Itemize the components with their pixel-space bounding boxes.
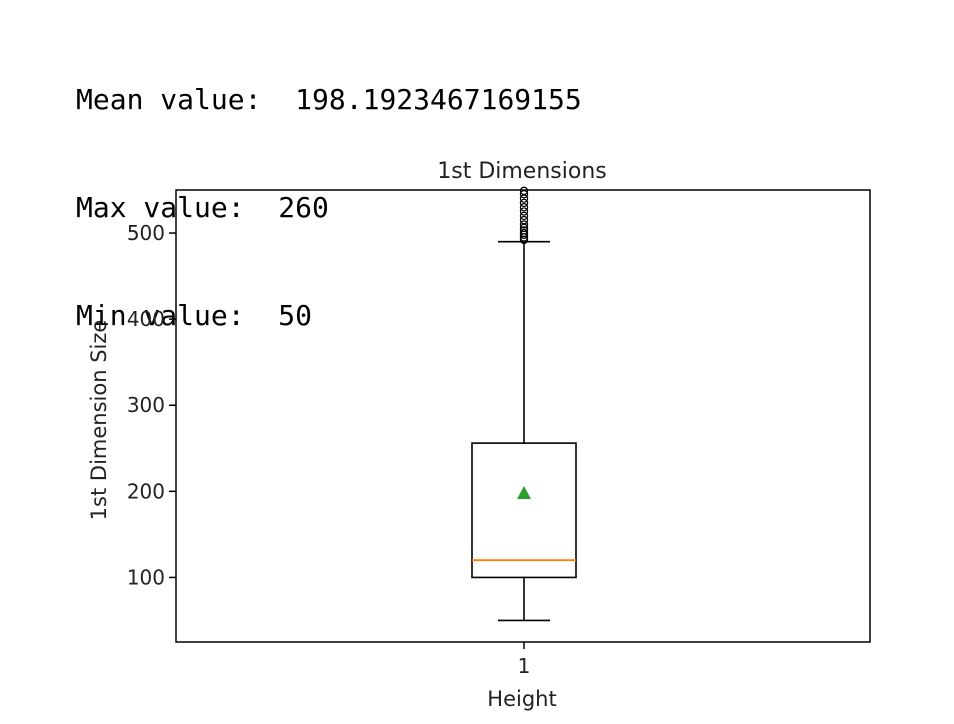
x-axis: 1 xyxy=(518,642,531,678)
outlier-point xyxy=(519,190,529,199)
iqr-box xyxy=(471,442,577,579)
x-axis-label: Height xyxy=(487,687,556,711)
x-tick-label: 1 xyxy=(518,654,531,678)
y-tick-label: 300 xyxy=(127,393,165,417)
mean-line: Mean value: 198.1923467169155 xyxy=(76,83,582,116)
outlier-point xyxy=(519,226,529,235)
y-tick-label: 500 xyxy=(127,221,165,245)
chart-title: 1st Dimensions xyxy=(437,159,606,184)
output-text: Mean value: 198.1923467169155 Max value:… xyxy=(76,10,582,370)
mean-marker xyxy=(517,486,531,500)
outlier-point xyxy=(519,207,529,216)
outlier-point xyxy=(519,203,529,212)
y-axis: 100 200 300 400 500 xyxy=(127,221,176,589)
y-tick-label: 400 xyxy=(127,307,165,331)
max-value: 260 xyxy=(278,191,329,224)
outlier-point xyxy=(519,220,529,229)
y-axis-label: 1st Dimension Size xyxy=(87,320,111,521)
box-element xyxy=(471,186,577,622)
outlier-point xyxy=(519,211,529,221)
max-line: Max value: 260 xyxy=(76,191,329,224)
outlier-point xyxy=(519,186,529,196)
mean-value: 198.1923467169155 xyxy=(295,83,582,116)
plot-frame xyxy=(175,189,871,643)
y-tick-label: 100 xyxy=(127,565,165,589)
min-line: Min value: 50 xyxy=(76,299,313,332)
y-tick-label: 200 xyxy=(127,479,165,503)
outlier-point xyxy=(519,198,529,208)
outlier-point xyxy=(519,228,529,238)
outlier-point xyxy=(519,215,529,225)
min-value: 50 xyxy=(278,299,313,332)
